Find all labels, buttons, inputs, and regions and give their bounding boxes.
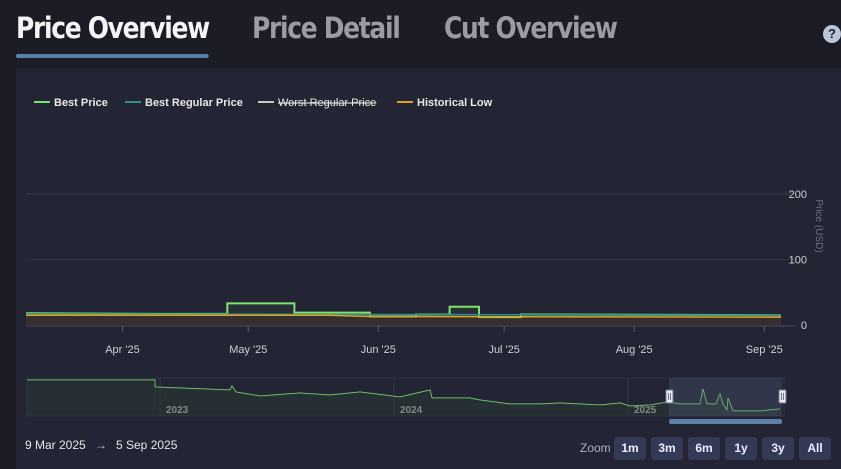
tab-price-overview[interactable]: Price Overview xyxy=(16,10,210,58)
legend-item[interactable]: Historical Low xyxy=(417,97,493,109)
navigator-year-label: 2024 xyxy=(400,405,423,416)
date-arrow: → xyxy=(95,438,107,452)
legend-item[interactable]: Best Regular Price xyxy=(145,97,243,109)
navigator-scrollbar xyxy=(669,419,782,424)
y-tick-label: 100 xyxy=(789,255,807,267)
historical-low-area xyxy=(26,315,781,325)
navigator-selection xyxy=(669,378,782,416)
y-axis-ticks: 0 100 200 xyxy=(789,189,807,332)
chart-legend: Best Price Best Regular Price Worst Regula… xyxy=(34,97,493,109)
zoom-label: Zoom xyxy=(580,441,611,455)
tab-cut-overview[interactable]: Cut Overview xyxy=(443,11,618,45)
zoom-1m-button[interactable]: 1m xyxy=(614,437,646,460)
date-from[interactable]: 9 Mar 2025 xyxy=(25,438,86,452)
y-tick-label: 0 xyxy=(801,320,807,332)
legend-item[interactable]: Best Price xyxy=(54,97,108,109)
navigator[interactable]: 2023 2024 2025 xyxy=(26,377,787,424)
navigator-handle[interactable] xyxy=(665,389,674,404)
zoom-all-button[interactable]: All xyxy=(799,437,831,460)
navigator-background xyxy=(26,377,785,417)
series-layer xyxy=(25,302,782,325)
tab-bar: Price Overview Price Detail Cut Overview xyxy=(16,10,645,58)
x-tick-label: May '25 xyxy=(229,344,267,356)
navigator-area xyxy=(27,380,780,416)
zoom-6m-button[interactable]: 6m xyxy=(688,437,720,460)
navigator-handle[interactable] xyxy=(778,389,787,404)
x-tick-label: Aug '25 xyxy=(616,344,653,356)
best-regular-price-line xyxy=(25,313,782,316)
chart-grid xyxy=(26,193,795,327)
navigator-line xyxy=(27,379,781,412)
navigator-year-label: 2025 xyxy=(634,405,657,416)
y-tick-label: 200 xyxy=(789,189,807,201)
tab-price-detail[interactable]: Price Detail xyxy=(252,11,401,45)
navigator-year-label: 2023 xyxy=(166,405,189,416)
zoom-3y-button[interactable]: 3y xyxy=(762,437,794,460)
zoom-1y-button[interactable]: 1y xyxy=(725,437,757,460)
historical-low-line xyxy=(26,314,782,318)
legend-item[interactable]: Worst Regular Price xyxy=(278,97,376,109)
x-tick-label: Jul '25 xyxy=(488,344,519,356)
x-tick-label: Sep '25 xyxy=(746,344,783,356)
x-axis-ticks: Apr '25 May '25 Jun '25 Jul '25 Aug '25 Sep '… xyxy=(105,326,783,356)
date-to[interactable]: 5 Sep 2025 xyxy=(116,438,178,452)
x-tick-label: Jun '25 xyxy=(361,344,396,356)
y-axis-title: Price (USD) xyxy=(813,199,824,252)
help-icon[interactable]: ? xyxy=(823,25,841,43)
x-tick-label: Apr '25 xyxy=(105,344,140,356)
zoom-3m-button[interactable]: 3m xyxy=(651,437,683,460)
